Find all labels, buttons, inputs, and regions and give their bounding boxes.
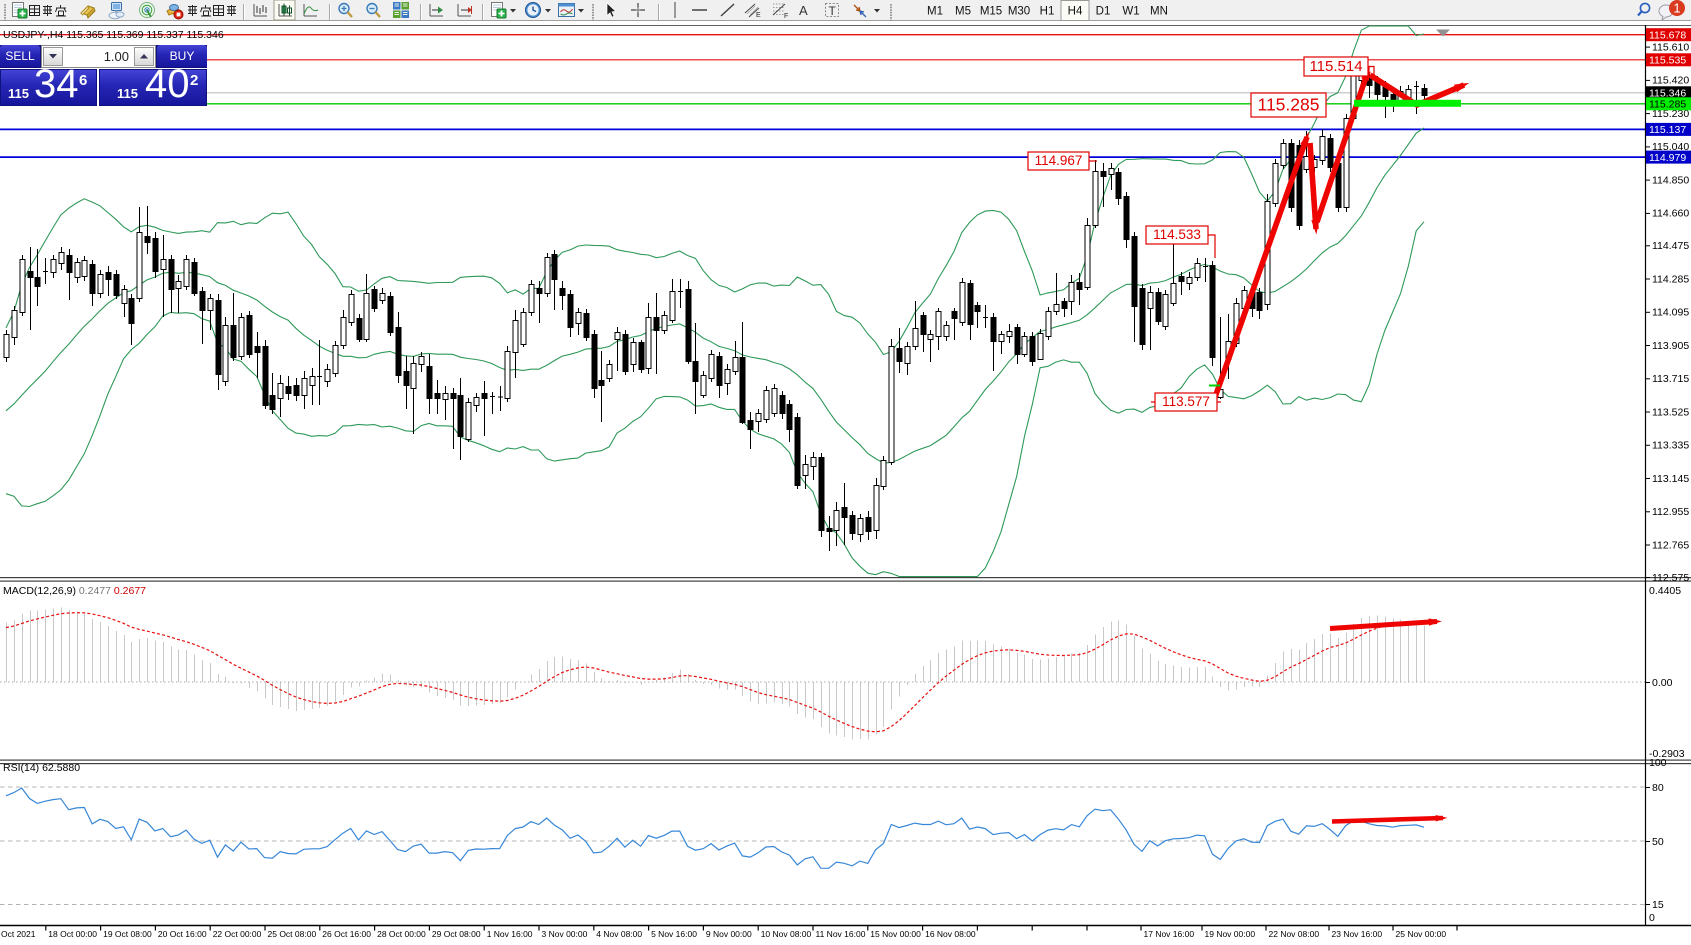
svg-text:22 Oct 00:00: 22 Oct 00:00 (213, 929, 262, 939)
svg-text:19 Oct 08:00: 19 Oct 08:00 (103, 929, 152, 939)
svg-text:114.533: 114.533 (1153, 227, 1201, 242)
svg-text:115.610: 115.610 (1652, 41, 1689, 53)
svg-text:115.285: 115.285 (1258, 94, 1320, 114)
svg-text:115.040: 115.040 (1652, 141, 1689, 153)
svg-text:1 Nov 16:00: 1 Nov 16:00 (487, 929, 533, 939)
svg-text:0.00: 0.00 (1652, 677, 1673, 689)
svg-text:9 Nov 00:00: 9 Nov 00:00 (706, 929, 752, 939)
svg-text:1: 1 (1673, 1, 1680, 16)
svg-text:E: E (756, 12, 761, 19)
svg-text:11 Nov 16:00: 11 Nov 16:00 (816, 929, 866, 939)
svg-text:18 Oct 00:00: 18 Oct 00:00 (48, 929, 97, 939)
svg-text:10 Nov 08:00: 10 Nov 08:00 (761, 929, 812, 939)
svg-text:115.230: 115.230 (1652, 108, 1689, 120)
svg-text:MN: MN (1150, 6, 1168, 18)
svg-text:19 Nov 00:00: 19 Nov 00:00 (1205, 929, 1256, 939)
svg-text:17 Nov 16:00: 17 Nov 16:00 (1144, 929, 1195, 939)
svg-text:115.678: 115.678 (1649, 30, 1686, 42)
svg-text:113.525: 113.525 (1652, 406, 1689, 418)
svg-text:115.137: 115.137 (1649, 124, 1686, 136)
svg-text:3 Nov 00:00: 3 Nov 00:00 (542, 929, 588, 939)
svg-text:M15: M15 (980, 6, 1002, 18)
svg-text:29 Oct 08:00: 29 Oct 08:00 (432, 929, 481, 939)
svg-text:114.850: 114.850 (1652, 174, 1689, 186)
svg-text:114.095: 114.095 (1652, 307, 1689, 319)
svg-text:M30: M30 (1008, 6, 1030, 18)
svg-text:25 Nov 00:00: 25 Nov 00:00 (1396, 929, 1447, 939)
svg-text:-0.2903: -0.2903 (1649, 748, 1685, 760)
svg-text:4 Nov 08:00: 4 Nov 08:00 (596, 929, 642, 939)
svg-text:H1: H1 (1040, 6, 1055, 18)
svg-text:113.715: 113.715 (1652, 373, 1689, 385)
svg-text:114.660: 114.660 (1652, 208, 1689, 220)
svg-text:113.335: 113.335 (1652, 440, 1689, 452)
svg-text:M5: M5 (955, 6, 971, 18)
svg-text:115.420: 115.420 (1652, 75, 1689, 87)
svg-text:RSI(14) 62.5880: RSI(14) 62.5880 (3, 762, 80, 774)
svg-text:112.765: 112.765 (1652, 539, 1689, 551)
svg-text:5 Nov 16:00: 5 Nov 16:00 (651, 929, 697, 939)
svg-text:80: 80 (1652, 782, 1664, 794)
svg-text:A: A (799, 3, 808, 18)
svg-text:15 Nov 00:00: 15 Nov 00:00 (870, 929, 921, 939)
svg-text:112.575: 112.575 (1652, 572, 1689, 584)
svg-text:T: T (829, 4, 837, 18)
svg-text:M1: M1 (927, 6, 943, 18)
svg-text:D1: D1 (1096, 6, 1111, 18)
svg-text:15: 15 (1652, 899, 1664, 911)
svg-text:H4: H4 (1068, 6, 1083, 18)
svg-text:113.577: 113.577 (1162, 394, 1210, 409)
svg-text:115.346: 115.346 (1649, 88, 1686, 100)
svg-text:113.145: 113.145 (1652, 473, 1689, 485)
svg-text:114.967: 114.967 (1035, 153, 1083, 168)
svg-text:F: F (784, 13, 788, 20)
svg-text:USDJPY-,H4 115.365 115.369 11: USDJPY-,H4 115.365 115.369 115.337 115.3… (3, 29, 224, 41)
svg-text:22 Nov 08:00: 22 Nov 08:00 (1269, 929, 1320, 939)
svg-text:50: 50 (1652, 836, 1664, 848)
svg-text:113.905: 113.905 (1652, 340, 1689, 352)
svg-text:0.4405: 0.4405 (1649, 585, 1681, 597)
svg-text:100: 100 (1649, 757, 1667, 769)
svg-text:25 Oct 08:00: 25 Oct 08:00 (268, 929, 317, 939)
svg-text:26 Oct 16:00: 26 Oct 16:00 (322, 929, 371, 939)
svg-text:W1: W1 (1122, 6, 1139, 18)
svg-text:115.285: 115.285 (1649, 99, 1686, 111)
svg-text:114.285: 114.285 (1652, 273, 1689, 285)
svg-text:16 Nov 08:00: 16 Nov 08:00 (925, 929, 976, 939)
svg-text:Oct 2021: Oct 2021 (1, 929, 36, 939)
svg-text:28 Oct 00:00: 28 Oct 00:00 (377, 929, 426, 939)
svg-text:115.535: 115.535 (1649, 55, 1686, 67)
svg-text:114.979: 114.979 (1649, 152, 1686, 164)
svg-text:112.955: 112.955 (1652, 506, 1689, 518)
svg-text:20 Oct 16:00: 20 Oct 16:00 (158, 929, 207, 939)
svg-text:MACD(12,26,9) 0.2477 0.2677: MACD(12,26,9) 0.2477 0.2677 (3, 585, 146, 597)
svg-text:0: 0 (1649, 912, 1655, 924)
svg-text:23 Nov 16:00: 23 Nov 16:00 (1332, 929, 1383, 939)
svg-text:114.475: 114.475 (1652, 240, 1689, 252)
svg-text:115.514: 115.514 (1309, 58, 1362, 75)
